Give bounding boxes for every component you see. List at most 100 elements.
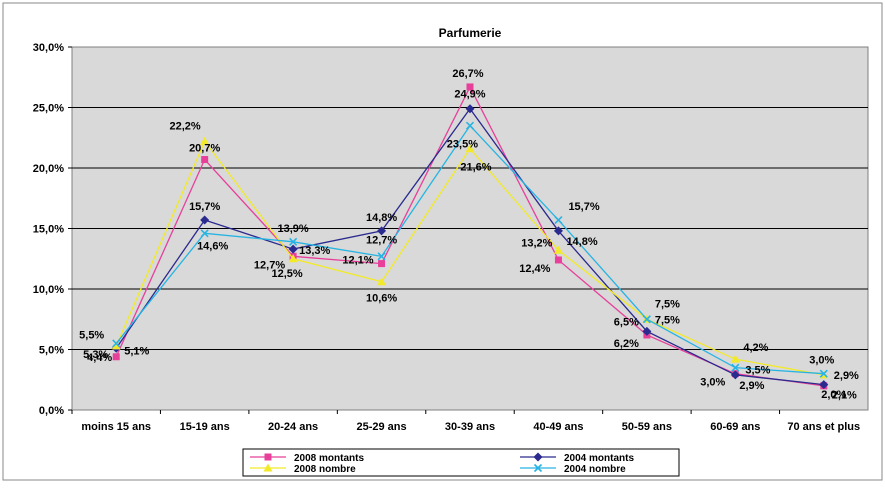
data-point-diamond: [642, 326, 652, 336]
data-label: 13,9%: [278, 223, 309, 235]
data-label: 20,7%: [189, 143, 220, 155]
data-point-square: [201, 156, 209, 164]
y-tick-label: 10,0%: [33, 284, 64, 296]
legend-label: 2004 nombre: [564, 464, 626, 475]
data-label: 7,5%: [655, 314, 680, 326]
x-tick-label: 70 ans et plus: [787, 421, 860, 433]
data-point-square: [466, 83, 474, 91]
data-label: 26,7%: [452, 68, 483, 80]
data-label: 3,0%: [700, 377, 725, 389]
data-label: 12,1%: [342, 255, 373, 267]
data-point-triangle: [465, 144, 475, 153]
data-label: 24,9%: [454, 89, 485, 101]
data-point-x: [200, 229, 209, 238]
data-label: 2,9%: [834, 370, 859, 382]
x-tick-label: 15-19 ans: [180, 421, 230, 433]
series-lines: [111, 83, 829, 390]
data-label: 14,6%: [197, 240, 228, 252]
data-label: 14,8%: [366, 212, 397, 224]
y-axis-tick-labels: 0,0% 5,0% 10,0% 15,0% 20,0% 25,0% 30,0%: [33, 42, 64, 417]
data-label: 2,1%: [832, 390, 857, 402]
legend-label: 2004 montants: [564, 453, 634, 464]
data-point-triangle: [200, 136, 210, 145]
data-point-triangle: [111, 341, 121, 350]
x-tick-label: 25-29 ans: [356, 421, 406, 433]
data-label: 15,7%: [568, 201, 599, 213]
x-tick-label: 20-24 ans: [268, 421, 318, 433]
data-label: 12,4%: [519, 263, 550, 275]
data-point-diamond: [553, 226, 563, 236]
data-label: 4,4%: [87, 352, 112, 364]
legend-label: 2008 montants: [294, 453, 364, 464]
data-point-x: [819, 369, 828, 378]
data-point-diamond: [730, 370, 740, 380]
data-label: 13,3%: [299, 245, 330, 257]
data-point-x: [465, 121, 475, 130]
x-tick-label: 60-69 ans: [710, 421, 760, 433]
data-label: 10,6%: [366, 293, 397, 305]
legend-label: 2008 nombre: [294, 464, 356, 475]
y-tick-label: 20,0%: [33, 163, 64, 175]
data-label: 12,7%: [254, 259, 285, 271]
data-point-x: [289, 237, 298, 246]
x-tick-label: 50-59 ans: [622, 421, 672, 433]
data-labels: 4,4% 20,7% 12,7% 12,1% 26,7% 12,4% 6,2% 3,0% 2,0…: [79, 68, 859, 402]
data-point-triangle: [730, 354, 740, 363]
data-point-x: [554, 215, 563, 225]
data-point-square: [378, 260, 386, 268]
legend: 2008 montants 2004 montants 2008 nombre 200…: [242, 448, 680, 477]
data-label: 7,5%: [655, 298, 680, 310]
y-tick-label: 0,0%: [39, 405, 64, 417]
legend-item: 2008 montants: [250, 453, 364, 464]
data-point-diamond: [465, 104, 475, 114]
data-point-square: [264, 453, 272, 461]
data-label: 3,0%: [809, 355, 834, 367]
chart-title: Parfumerie: [439, 26, 502, 40]
legend-item: 2004 nombre: [520, 463, 626, 475]
data-label: 3,5%: [745, 365, 770, 377]
data-point-x: [112, 339, 121, 348]
data-label: 22,2%: [169, 120, 200, 132]
data-point-diamond: [819, 380, 829, 390]
data-point-x: [533, 463, 543, 473]
data-point-x: [377, 252, 386, 261]
x-tick-label: moins 15 ans: [81, 421, 151, 433]
y-tick-label: 30,0%: [33, 42, 64, 54]
data-label: 14,8%: [566, 236, 597, 248]
data-label: 5,3%: [83, 349, 108, 361]
data-label: 23,5%: [447, 139, 478, 151]
data-point-square: [112, 353, 120, 361]
data-label: 2,9%: [739, 380, 764, 392]
data-point-diamond: [288, 244, 298, 254]
data-label: 13,2%: [521, 237, 552, 249]
data-point-diamond: [200, 215, 210, 225]
series-group: [112, 121, 828, 378]
data-point-triangle: [377, 277, 387, 286]
data-point-triangle: [288, 254, 298, 263]
data-point-diamond: [533, 452, 543, 462]
legend-item: 2008 nombre: [250, 463, 356, 475]
y-tick-label: 5,0%: [39, 345, 64, 357]
data-label: 2,0%: [821, 389, 846, 401]
legend-box: [242, 448, 680, 477]
data-point-diamond: [377, 226, 387, 236]
data-label: 4,2%: [743, 342, 768, 354]
data-point-x: [731, 363, 740, 372]
data-label: 12,5%: [272, 268, 303, 280]
data-point-square: [554, 256, 562, 264]
data-label: 21,6%: [460, 162, 491, 174]
y-tick-label: 15,0%: [33, 224, 64, 236]
legend-item: 2004 montants: [520, 452, 634, 464]
x-tick-label: 40-49 ans: [533, 421, 583, 433]
data-label: 6,2%: [614, 338, 639, 350]
y-tick-label: 25,0%: [33, 103, 64, 115]
data-label: 5,1%: [124, 345, 149, 357]
x-tick-label: 30-39 ans: [445, 421, 495, 433]
data-label: 15,7%: [189, 201, 220, 213]
data-point-x: [642, 315, 651, 324]
data-point-triangle: [553, 245, 563, 254]
data-label: 6,5%: [614, 316, 639, 328]
data-label: 5,5%: [79, 329, 104, 341]
